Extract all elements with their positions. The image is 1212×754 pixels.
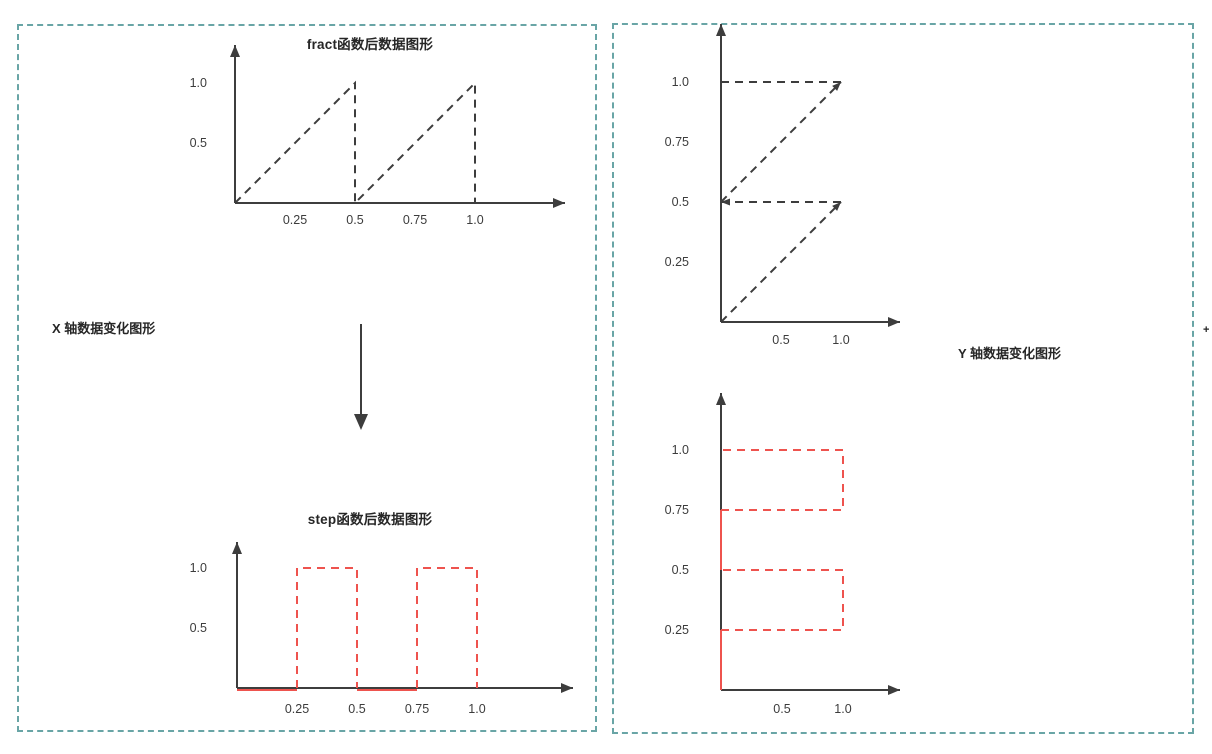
svg-text:1.0: 1.0 — [832, 333, 849, 347]
svg-text:0.25: 0.25 — [665, 255, 689, 269]
fract-y-chart: 0.5 1.0 0.25 0.5 0.75 1.0 — [645, 15, 920, 355]
svg-text:0.75: 0.75 — [405, 702, 429, 716]
svg-text:0.5: 0.5 — [672, 195, 689, 209]
svg-text:0.25: 0.25 — [285, 702, 309, 716]
svg-text:0.5: 0.5 — [190, 136, 207, 150]
svg-text:0.5: 0.5 — [772, 333, 789, 347]
left-container-panel — [17, 24, 597, 732]
svg-text:1.0: 1.0 — [190, 561, 207, 575]
svg-text:0.75: 0.75 — [665, 135, 689, 149]
svg-text:0.25: 0.25 — [665, 623, 689, 637]
svg-text:1.0: 1.0 — [834, 702, 851, 716]
step-x-chart: 0.25 0.5 0.75 1.0 0.5 1.0 — [160, 505, 580, 740]
svg-text:1.0: 1.0 — [672, 443, 689, 457]
svg-text:1.0: 1.0 — [190, 76, 207, 90]
fract-x-chart: 0.25 0.5 0.75 1.0 0.5 1.0 — [160, 28, 580, 240]
svg-text:0.75: 0.75 — [665, 503, 689, 517]
svg-text:0.5: 0.5 — [773, 702, 790, 716]
svg-text:0.5: 0.5 — [348, 702, 365, 716]
x-axis-flow-label: X 轴数据变化图形 — [52, 321, 156, 336]
right-container-panel — [612, 23, 1194, 734]
step-y-chart: 0.5 1.0 0.25 0.5 0.75 1.0 — [645, 385, 920, 725]
svg-text:0.75: 0.75 — [403, 213, 427, 227]
svg-text:0.5: 0.5 — [190, 621, 207, 635]
fract-chart-title: fract函数后数据图形 — [306, 37, 434, 52]
svg-text:1.0: 1.0 — [468, 702, 485, 716]
svg-text:1.0: 1.0 — [466, 213, 483, 227]
step-chart-title: step函数后数据图形 — [307, 512, 433, 527]
svg-text:0.5: 0.5 — [672, 563, 689, 577]
plus-marker: + — [1203, 324, 1210, 336]
y-axis-flow-label: Y 轴数据变化图形 — [958, 346, 1062, 361]
svg-text:1.0: 1.0 — [672, 75, 689, 89]
svg-text:0.25: 0.25 — [283, 213, 307, 227]
svg-text:0.5: 0.5 — [346, 213, 363, 227]
